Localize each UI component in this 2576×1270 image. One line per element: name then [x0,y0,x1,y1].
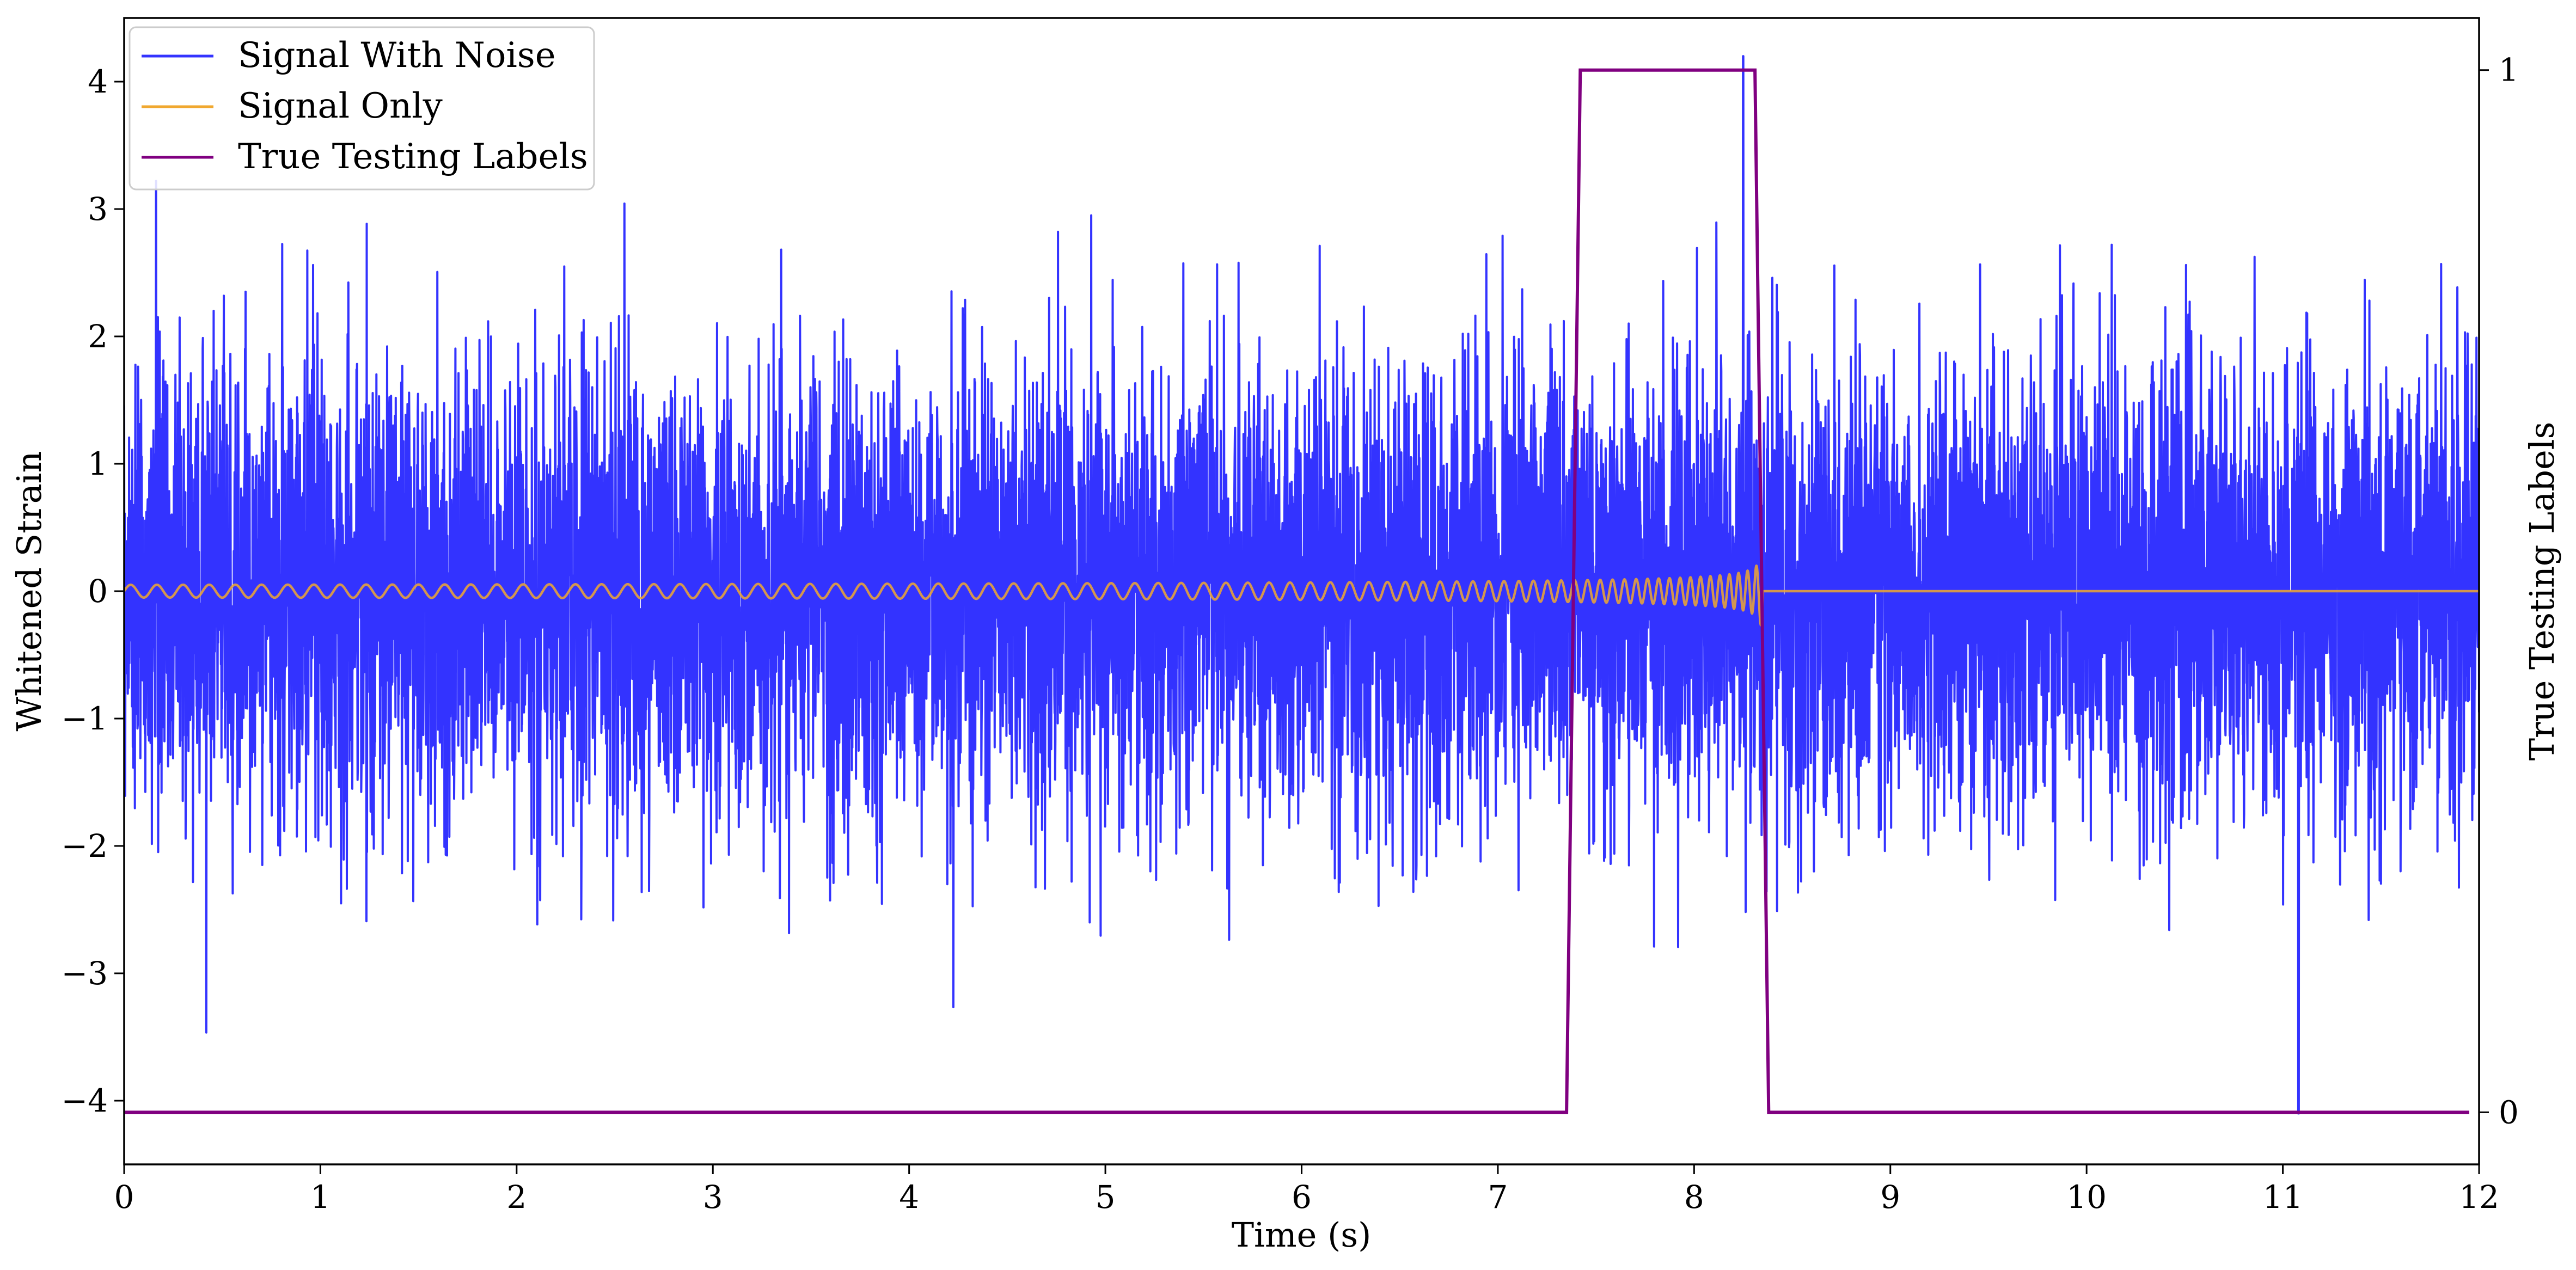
x-axis-label: Time (s) [1232,1215,1372,1255]
y-tick-label: 3 [88,191,108,228]
y-axis-label: Whitened Strain [9,451,49,732]
legend-entry-signal-only: Signal Only [142,86,443,126]
x-tick-label: 0 [114,1179,134,1216]
y2-tick-label: 1 [2499,52,2519,89]
legend-box [129,26,595,191]
y-tick-label: 1 [88,445,108,482]
legend-entry-signal-with-noise: Signal With Noise [142,35,556,76]
series-true-testing-labels-line [124,68,2469,1114]
x-axis: 0 1 2 3 4 5 6 7 8 9 10 11 12 [114,1164,2499,1216]
legend-label-signal-only: Signal Only [238,86,443,126]
x-tick-label: 5 [1096,1179,1116,1216]
plot-area [124,55,2479,1115]
x-tick-label: 7 [1488,1179,1508,1216]
x-tick-label: 12 [2459,1179,2499,1216]
legend-label-signal-with-noise: Signal With Noise [238,35,556,76]
x-tick-label: 10 [2066,1179,2107,1216]
x-tick-label: 9 [1880,1179,1900,1216]
y-tick-label: 0 [88,573,108,610]
legend: Signal With Noise Signal Only True Testi… [129,26,595,191]
x-tick-label: 8 [1684,1179,1704,1216]
y-tick-label: −4 [62,1082,108,1119]
legend-label-true-testing-labels: True Testing Labels [238,137,588,177]
y2-axis-label: True Testing Labels [2522,422,2562,761]
y-tick-label: −1 [62,700,108,737]
legend-entry-true-testing-labels: True Testing Labels [142,137,588,177]
y-axis-right: 10 [2479,52,2519,1131]
x-tick-label: 1 [310,1179,331,1216]
y-tick-label: −2 [62,827,108,864]
x-tick-label: 3 [703,1179,723,1216]
y-axis-left: 4 3 2 1 0 −1 −2 −3 −4 [62,63,124,1119]
x-tick-label: 2 [506,1179,527,1216]
x-tick-label: 11 [2263,1179,2303,1216]
x-tick-label: 6 [1292,1179,1312,1216]
y-tick-label: 4 [88,63,108,100]
y2-tick-label: 0 [2499,1094,2519,1131]
y-tick-label: −3 [62,955,108,992]
x-tick-label: 4 [899,1179,919,1216]
series-signal-with-noise-line [124,55,2479,1115]
y-tick-label: 2 [88,318,108,355]
series-signal-only-line [124,564,2479,627]
